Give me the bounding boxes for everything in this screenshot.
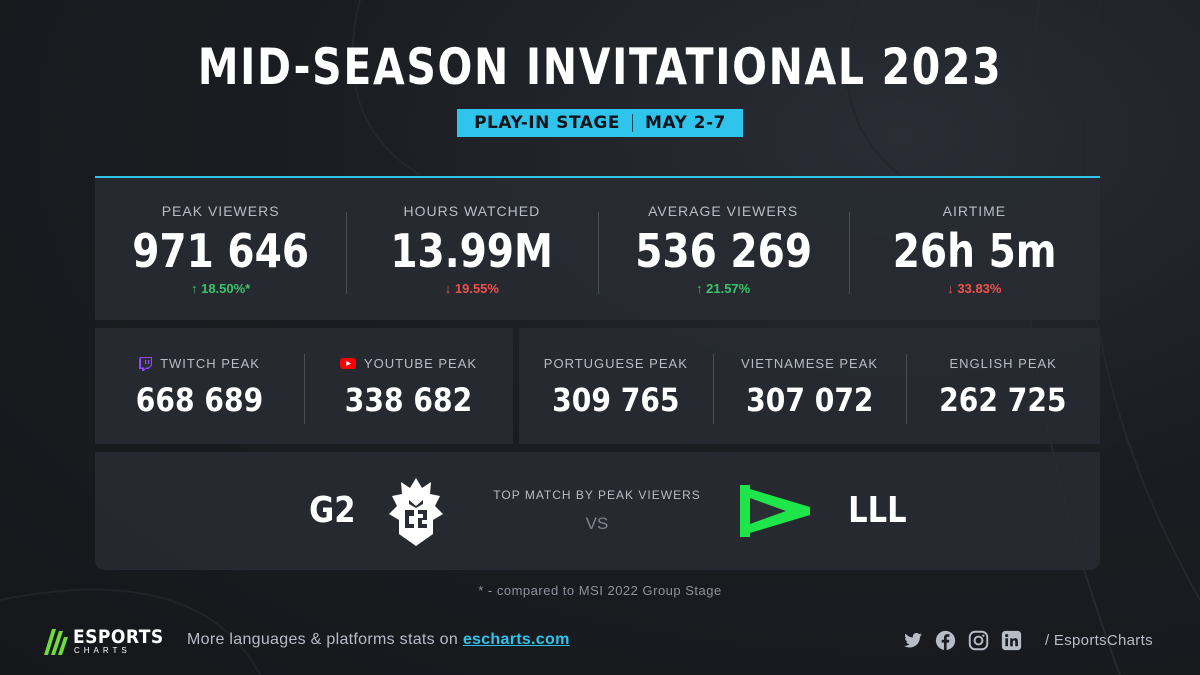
stat-value: 536 269 [634, 224, 812, 278]
stat-change: ↑ 18.50%* [190, 281, 251, 296]
stat-change: ↑ 21.57% [696, 281, 751, 296]
escharts-link[interactable]: escharts.com [462, 631, 570, 648]
platform-peaks-panel: TWITCH PEAK 668 689 YOUTUBE PEAK 338 682 [95, 328, 513, 444]
brand-name: ESPORTS [73, 626, 164, 648]
stat-label: HOURS WATCHED [403, 203, 541, 219]
cell-label: VIETNAMESE PEAK [740, 356, 879, 371]
youtube-icon [339, 358, 356, 369]
main-stats-panel: PEAK VIEWERS 971 646 ↑ 18.50%* HOURS WAT… [95, 178, 1100, 320]
stat-change: ↓ 19.55% [444, 281, 499, 296]
page-title: MID-SEASON INVITATIONAL 2023 [197, 38, 1003, 96]
social-links [902, 630, 1022, 651]
facebook-icon[interactable] [935, 630, 956, 651]
language-peaks-panel: PORTUGUESE PEAK 309 765 VIETNAMESE PEAK … [519, 328, 1100, 444]
instagram-icon[interactable] [968, 630, 989, 651]
cell-label: TWITCH PEAK [95, 356, 304, 371]
stage-label: PLAY-IN STAGE [474, 113, 620, 133]
stat-value: 13.99M [390, 224, 554, 278]
english-peak: ENGLISH PEAK 262 725 [906, 328, 1100, 444]
vietnamese-peak: VIETNAMESE PEAK 307 072 [712, 328, 907, 444]
stat-label: AVERAGE VIEWERS [648, 203, 799, 219]
stat-airtime: AIRTIME 26h 5m ↓ 33.83% [848, 178, 1100, 320]
accent-line [95, 176, 1100, 178]
cell-label: YOUTUBE PEAK [304, 356, 513, 371]
lll-logo-icon [740, 485, 810, 537]
stat-label: AIRTIME [942, 203, 1007, 219]
twitch-peak: TWITCH PEAK 668 689 [95, 328, 304, 444]
social-handle: / EsportsCharts [1045, 632, 1153, 649]
youtube-peak-label: YOUTUBE PEAK [363, 356, 478, 371]
youtube-peak-value: 338 682 [344, 381, 473, 419]
brand-sub: CHARTS [74, 646, 131, 655]
twitch-peak-label: TWITCH PEAK [160, 356, 260, 371]
top-match-label: TOP MATCH BY PEAK VIEWERS [493, 488, 701, 502]
stat-change: ↓ 33.83% [947, 281, 1002, 296]
twitch-icon [139, 356, 153, 371]
team-right-name: LLL [848, 490, 907, 531]
stat-value: 26h 5m [892, 224, 1057, 278]
twitter-icon[interactable] [902, 630, 923, 651]
versus-label: VS [585, 514, 609, 533]
cell-value: 307 072 [745, 381, 874, 419]
cell-value: 309 765 [552, 381, 680, 419]
portuguese-peak: PORTUGUESE PEAK 309 765 [519, 328, 713, 444]
cell-value: 262 725 [939, 381, 1067, 419]
stat-average-viewers: AVERAGE VIEWERS 536 269 ↑ 21.57% [597, 178, 849, 320]
stat-peak-viewers: PEAK VIEWERS 971 646 ↑ 18.50%* [95, 178, 346, 320]
stat-value: 971 646 [132, 224, 310, 278]
team-left-name: G2 [309, 490, 356, 531]
stage-badge: PLAY-IN STAGE MAY 2-7 [457, 109, 743, 137]
twitch-peak-value: 668 689 [135, 381, 264, 419]
linkedin-icon[interactable] [1001, 630, 1022, 651]
esports-charts-logo[interactable]: ESPORTS CHARTS [40, 625, 164, 657]
stat-hours-watched: HOURS WATCHED 13.99M ↓ 19.55% [346, 178, 597, 320]
youtube-peak: YOUTUBE PEAK 338 682 [304, 328, 513, 444]
stage-dates: MAY 2-7 [645, 113, 726, 133]
stat-label: PEAK VIEWERS [161, 203, 280, 219]
top-match-panel: G2 TOP MATCH BY PEAK VIEWERS VS LLL [95, 452, 1100, 570]
cell-label: PORTUGUESE PEAK [543, 356, 688, 371]
esports-charts-mark-icon [44, 629, 68, 655]
g2-logo-icon [389, 478, 443, 546]
cell-label: ENGLISH PEAK [949, 356, 1057, 371]
badge-divider [632, 114, 633, 132]
footnote: * - compared to MSI 2022 Group Stage [478, 583, 722, 598]
footer-promo: More languages & platforms stats on esch… [187, 631, 570, 649]
footer-promo-text: More languages & platforms stats on [187, 631, 463, 648]
